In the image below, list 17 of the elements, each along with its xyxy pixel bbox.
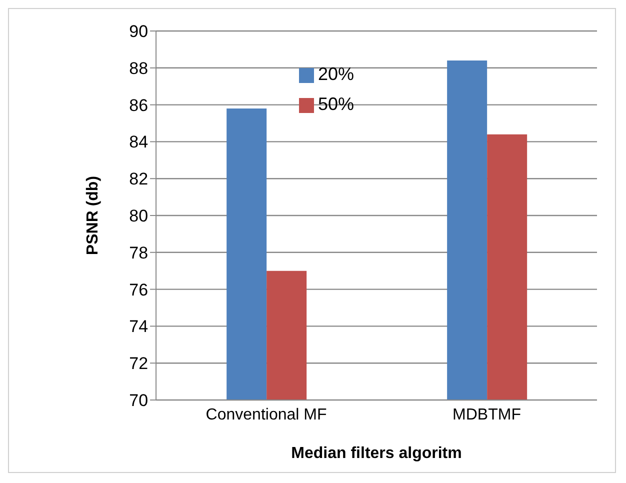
y-tick-label: 74 <box>129 317 148 336</box>
y-tick-label: 80 <box>129 206 148 226</box>
x-tick-label: Conventional MF <box>206 406 327 424</box>
y-tick-label: 82 <box>129 170 148 189</box>
y-tick-label: 90 <box>129 22 148 42</box>
y-tick-label: 86 <box>129 96 148 115</box>
y-axis-title: PSNR (db) <box>84 176 102 256</box>
x-axis-title: Median filters algoritm <box>291 445 462 462</box>
y-tick-label: 70 <box>129 391 148 410</box>
x-tick-label: MDBTMF <box>452 406 522 424</box>
y-tick-label: 84 <box>129 132 148 152</box>
legend-label: 50% <box>318 94 354 114</box>
y-tick-label: 78 <box>129 243 148 262</box>
y-tick-label: 76 <box>129 280 148 300</box>
legend-label: 20% <box>318 64 354 84</box>
y-tick-label: 88 <box>129 58 148 78</box>
y-tick-label: 72 <box>129 354 148 374</box>
